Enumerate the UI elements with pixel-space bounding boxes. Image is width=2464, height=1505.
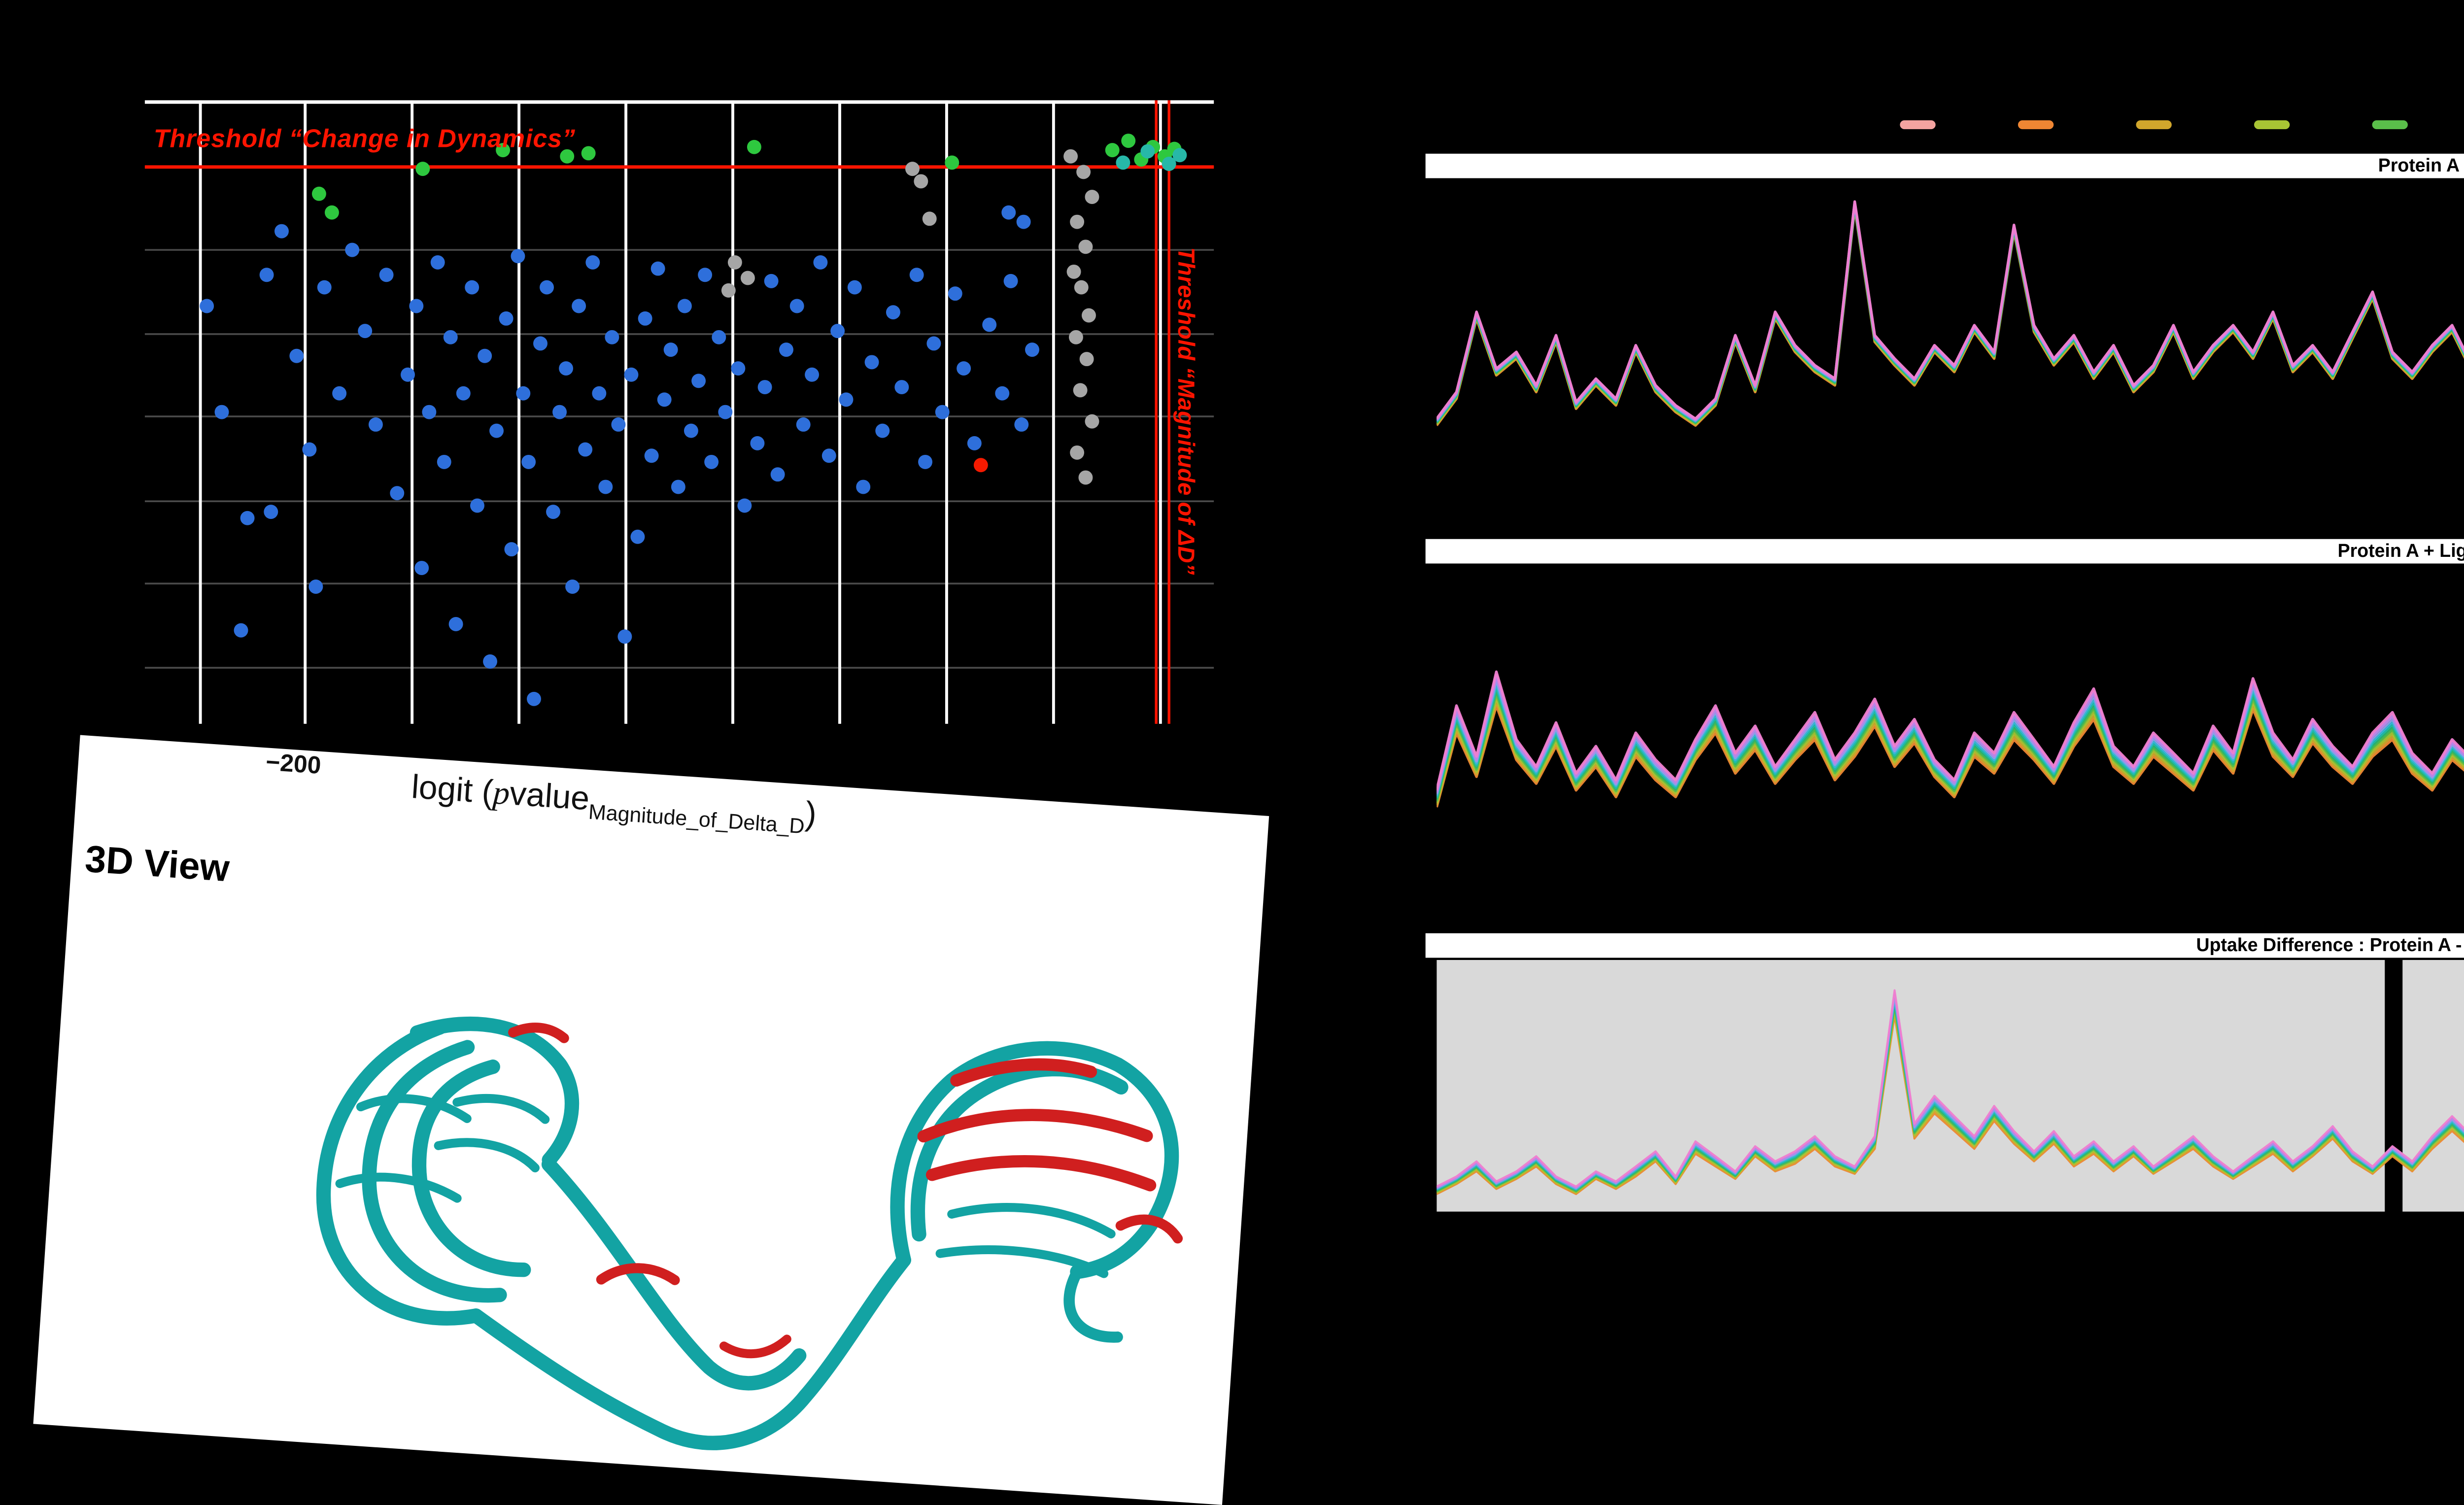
legend-color-dash[interactable] [2372,120,2408,128]
legend-color-dash[interactable] [2136,120,2172,128]
x-axis-label-suffix: ) [804,795,818,834]
legend-color-dash[interactable] [2018,120,2054,128]
legend-color-dash[interactable] [2254,120,2290,128]
x-axis-tick-label: −200 [265,750,322,781]
series-legend [1900,120,2464,128]
hdx-dashboard: Threshold “Change in Dynamics” Threshold… [33,100,2464,1505]
chart-title-protein-a: Protein A [1425,153,2464,178]
uptake-chart-protein-a-ligand[interactable] [1437,570,2464,909]
uptake-chart-protein-a[interactable] [1437,185,2464,519]
volcano-plot-svg[interactable] [144,100,1214,724]
legend-color-dash[interactable] [1900,120,1936,128]
x-axis-label-main: value [508,775,591,819]
protein-ribbon-graphic[interactable] [134,871,1216,1486]
chart-title-uptake-difference: Uptake Difference : Protein A - (Protein… [1425,933,2464,958]
uptake-difference-chart[interactable] [1437,960,2464,1212]
volcano-plot-panel: Threshold “Change in Dynamics” Threshold… [144,100,1214,724]
chart-title-protein-a-ligand: Protein A + Ligand [1425,539,2464,564]
threshold-dynamics-label: Threshold “Change in Dynamics” [153,127,576,154]
threshold-magnitude-label: Threshold “Magnitude of ΔD” [1171,247,1198,575]
volcano-x-axis-label: logit (pvalueMagnitude_of_Delta_D) [410,769,818,841]
x-axis-label-prefix: logit ( [410,769,495,813]
x-axis-label-subscript: Magnitude_of_Delta_D [587,801,806,840]
3d-view-card: −200 logit (pvalueMagnitude_of_Delta_D) … [33,735,1269,1505]
